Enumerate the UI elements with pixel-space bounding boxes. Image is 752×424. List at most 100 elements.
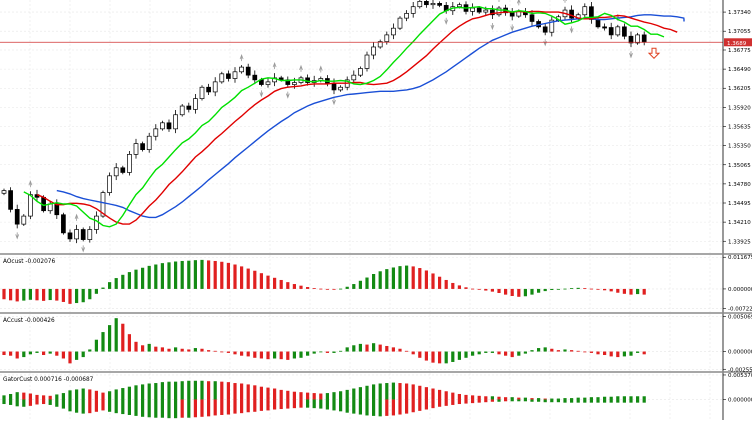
gator-lower-bar[interactable] xyxy=(372,399,376,416)
gator-lower-bar[interactable] xyxy=(61,399,65,409)
gator-upper-bar[interactable] xyxy=(312,393,316,400)
gator-lower-bar[interactable] xyxy=(457,399,461,405)
histogram-bar[interactable] xyxy=(319,351,323,353)
gator-upper-bar[interactable] xyxy=(563,398,567,400)
gator-upper-bar[interactable] xyxy=(570,398,574,400)
histogram-bar[interactable] xyxy=(398,266,402,289)
histogram-bar[interactable] xyxy=(220,261,224,289)
gator-upper-bar[interactable] xyxy=(134,385,138,400)
gator-upper-bar[interactable] xyxy=(352,388,356,400)
gator-upper-bar[interactable] xyxy=(629,396,633,400)
histogram-bar[interactable] xyxy=(134,269,138,289)
histogram-bar[interactable] xyxy=(22,351,26,358)
gator-upper-bar[interactable] xyxy=(378,383,382,400)
histogram-bar[interactable] xyxy=(114,278,118,289)
gator-lower-bar[interactable] xyxy=(431,399,435,409)
histogram-bar[interactable] xyxy=(490,288,494,292)
histogram-bar[interactable] xyxy=(319,288,323,290)
gator-lower-bar[interactable] xyxy=(147,399,151,418)
histogram-bar[interactable] xyxy=(358,343,362,352)
candle-bullish[interactable] xyxy=(377,41,383,48)
candle-bullish[interactable] xyxy=(133,143,139,155)
candle-bullish[interactable] xyxy=(219,73,225,83)
gator-lower-bar[interactable] xyxy=(312,399,316,409)
gator-upper-bar[interactable] xyxy=(233,383,237,400)
histogram-bar[interactable] xyxy=(154,346,158,352)
histogram-bar[interactable] xyxy=(411,266,415,289)
gator-upper-bar[interactable] xyxy=(286,390,290,400)
gator-lower-bar[interactable] xyxy=(490,399,494,402)
histogram-bar[interactable] xyxy=(299,351,303,358)
gator-upper-bar[interactable] xyxy=(292,391,296,400)
histogram-bar[interactable] xyxy=(603,351,607,356)
histogram-bar[interactable] xyxy=(253,351,257,358)
candle-bearish[interactable] xyxy=(206,86,211,93)
gator-upper-bar[interactable] xyxy=(61,393,65,400)
histogram-bar[interactable] xyxy=(431,351,435,363)
gator-lower-bar[interactable] xyxy=(636,399,640,403)
gator-upper-bar[interactable] xyxy=(2,395,6,400)
histogram-bar[interactable] xyxy=(537,348,541,352)
candle-bullish[interactable] xyxy=(364,54,370,69)
candle-bullish[interactable] xyxy=(470,7,475,12)
histogram-bar[interactable] xyxy=(200,348,204,352)
gator-lower-bar[interactable] xyxy=(405,399,409,414)
gator-upper-bar[interactable] xyxy=(622,396,626,400)
histogram-bar[interactable] xyxy=(147,343,151,352)
candle-bearish[interactable] xyxy=(67,232,73,240)
candle-bearish[interactable] xyxy=(641,34,647,43)
gator-lower-bar[interactable] xyxy=(81,399,85,414)
histogram-bar[interactable] xyxy=(391,267,395,289)
gator-upper-bar[interactable] xyxy=(504,397,508,400)
histogram-bar[interactable] xyxy=(378,271,382,289)
gator-lower-bar[interactable] xyxy=(358,399,362,415)
histogram-bar[interactable] xyxy=(180,348,184,352)
histogram-bar[interactable] xyxy=(180,260,184,289)
histogram-bar[interactable] xyxy=(75,351,79,360)
candle-bullish[interactable] xyxy=(410,6,416,14)
gator-lower-bar[interactable] xyxy=(88,399,92,414)
gator-upper-bar[interactable] xyxy=(28,393,32,400)
histogram-bar[interactable] xyxy=(451,282,455,289)
histogram-bar[interactable] xyxy=(193,348,197,352)
histogram-bar[interactable] xyxy=(35,288,39,301)
histogram-bar[interactable] xyxy=(141,345,145,352)
gator-upper-bar[interactable] xyxy=(240,383,244,400)
histogram-bar[interactable] xyxy=(629,288,633,295)
histogram-bar[interactable] xyxy=(530,350,534,352)
gator-lower-bar[interactable] xyxy=(101,399,105,411)
gator-lower-bar[interactable] xyxy=(391,399,395,416)
histogram-bar[interactable] xyxy=(55,288,59,301)
gator-lower-bar[interactable] xyxy=(451,399,455,405)
histogram-bar[interactable] xyxy=(114,318,118,352)
candle-bullish[interactable] xyxy=(173,114,178,130)
gator-lower-bar[interactable] xyxy=(193,399,197,418)
histogram-bar[interactable] xyxy=(471,351,475,356)
gator-lower-bar[interactable] xyxy=(556,399,560,403)
gator-upper-bar[interactable] xyxy=(556,398,560,400)
histogram-bar[interactable] xyxy=(543,347,547,352)
gator-upper-bar[interactable] xyxy=(273,388,277,400)
candle-bearish[interactable] xyxy=(608,27,614,36)
histogram-bar[interactable] xyxy=(339,288,343,290)
histogram-bar[interactable] xyxy=(259,273,263,289)
gator-upper-bar[interactable] xyxy=(193,380,197,400)
gator-lower-bar[interactable] xyxy=(48,399,52,405)
candle-bullish[interactable] xyxy=(496,7,502,16)
histogram-bar[interactable] xyxy=(292,284,296,289)
histogram-bar[interactable] xyxy=(220,351,224,353)
candle-bearish[interactable] xyxy=(628,35,634,44)
gator-upper-bar[interactable] xyxy=(174,381,178,400)
histogram-bar[interactable] xyxy=(292,351,296,359)
histogram-bar[interactable] xyxy=(583,351,587,353)
gator-upper-bar[interactable] xyxy=(147,383,151,400)
gator-lower-bar[interactable] xyxy=(484,399,488,403)
gatorcust-pane[interactable]: GatorCust 0.000716 -0.000687 xyxy=(2,377,646,419)
histogram-bar[interactable] xyxy=(55,351,59,356)
gator-upper-bar[interactable] xyxy=(464,394,468,400)
histogram-bar[interactable] xyxy=(570,288,574,289)
gator-upper-bar[interactable] xyxy=(88,389,92,400)
gator-upper-bar[interactable] xyxy=(391,382,395,400)
gator-upper-bar[interactable] xyxy=(537,398,541,400)
